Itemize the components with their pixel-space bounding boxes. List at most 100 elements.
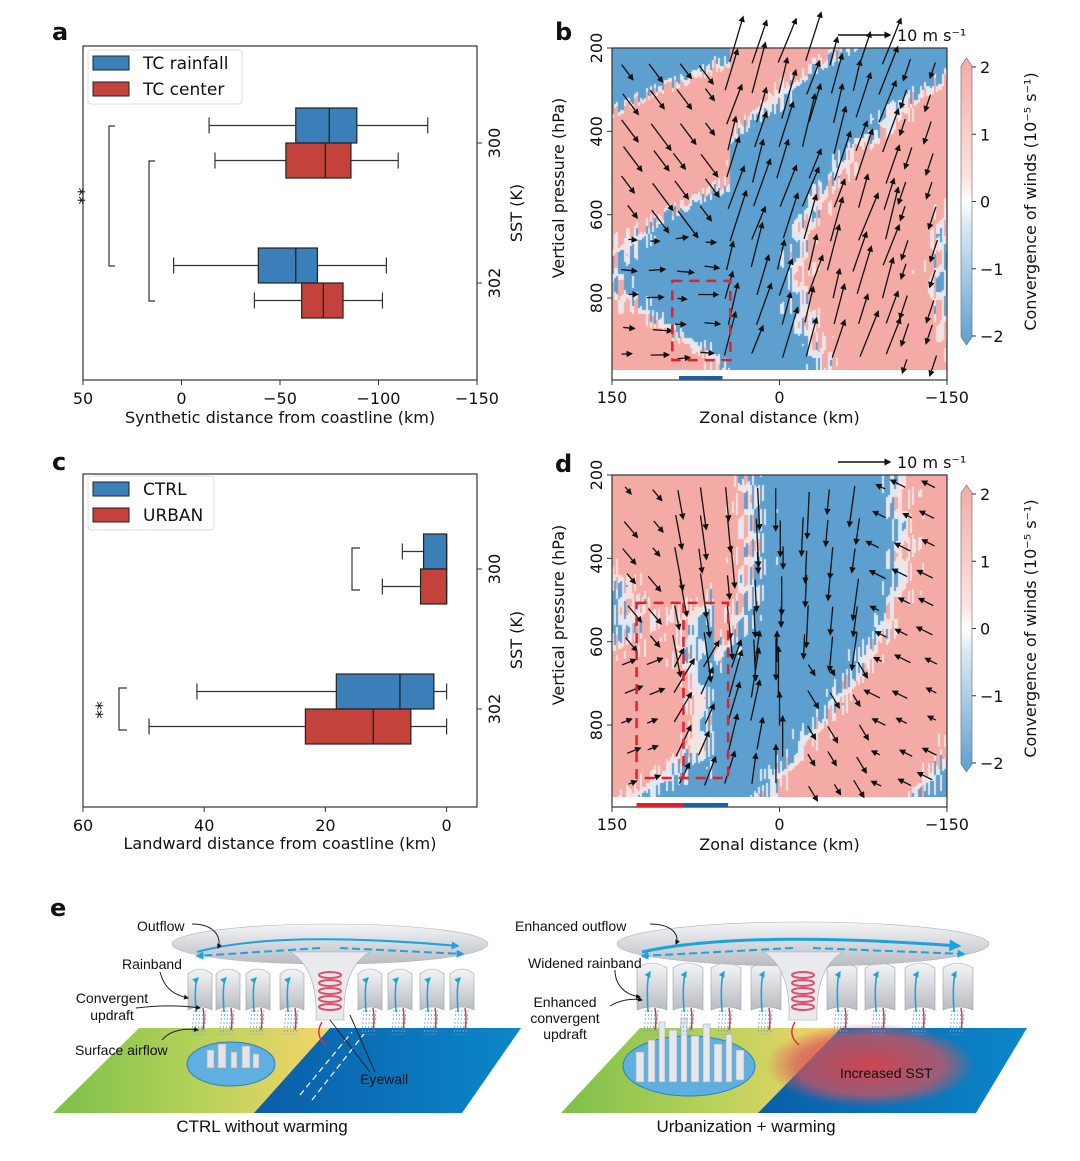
- wind-vector: [627, 605, 643, 623]
- colorbar-tick-label: 2: [980, 58, 990, 77]
- surface-airflow-arrow: [260, 1007, 263, 1031]
- wind-vector: [870, 750, 881, 757]
- wind-vector: [833, 105, 848, 154]
- wind-vector: [921, 539, 935, 547]
- wind-vector: [674, 547, 686, 592]
- urban-label-arrows: [609, 923, 680, 1007]
- wind-vector: [652, 327, 674, 334]
- wind-vector: [891, 690, 908, 700]
- y-tick-label: 800: [587, 710, 606, 741]
- x-tick-label: 0: [176, 389, 186, 408]
- wind-vector: [704, 88, 716, 102]
- x-tick-label: 0: [442, 816, 452, 835]
- wind-vector: [850, 606, 858, 638]
- wind-vector: [855, 120, 869, 152]
- label-surface-airflow: Surface airflow: [75, 1042, 168, 1058]
- wind-vector: [704, 605, 713, 639]
- x-axis-label: Zonal distance (km): [699, 408, 859, 427]
- wind-vector: [822, 519, 830, 548]
- wind-vector: [778, 56, 790, 94]
- wind-vector: [829, 36, 840, 66]
- box: [304, 708, 412, 745]
- wind-vector: [830, 52, 845, 94]
- wind-vector: [756, 487, 763, 531]
- ctrl-storm: [171, 923, 489, 1046]
- ctrl-labels: [135, 923, 376, 1073]
- panel-label-b: b: [555, 18, 572, 46]
- wind-vector: [622, 548, 637, 566]
- eyewall-spiral: [318, 971, 342, 979]
- wind-vector: [646, 657, 664, 666]
- wind-vector: [916, 569, 934, 579]
- wind-vector: [871, 510, 886, 519]
- legend-swatch-blue: [92, 481, 130, 497]
- wind-vector: [726, 136, 741, 178]
- wind-vector: [801, 92, 817, 147]
- legend: CTRL URBAN: [87, 475, 215, 531]
- y-tick-label: 600: [587, 626, 606, 657]
- surface-airflow-arrow: [372, 1007, 375, 1031]
- label-enhanced-updraft: convergent: [530, 1010, 599, 1026]
- wind-vector: [756, 254, 771, 296]
- colorbar-tick-label: 1: [980, 125, 990, 144]
- x-axis-label: Landward distance from coastline (km): [124, 834, 437, 853]
- wind-vector: [855, 71, 873, 118]
- wind-vector: [917, 597, 934, 607]
- wind-vector: [679, 123, 697, 146]
- rainband-cloud: [419, 968, 445, 1011]
- outflow-arrow: [195, 947, 321, 960]
- panel-label-c: c: [52, 448, 66, 476]
- wind-vector: [699, 515, 710, 561]
- surface-bar: [636, 803, 684, 807]
- wind-vector: [801, 166, 820, 207]
- x-tick-label: −150: [925, 388, 969, 407]
- y-axis-label: SST (K): [507, 184, 526, 242]
- significance-bracket: [351, 547, 360, 591]
- wind-vector: [627, 204, 638, 219]
- wind-vector: [751, 609, 759, 639]
- wind-vector: [750, 679, 762, 721]
- rainband-cloud: [636, 962, 668, 1011]
- wind-vector: [751, 205, 767, 240]
- wind-vector: [898, 205, 906, 222]
- wind-vector: [896, 181, 907, 206]
- x-axis-label: Synthetic distance from coastline (km): [125, 408, 435, 427]
- wind-vector: [676, 89, 693, 110]
- wind-vector: [624, 685, 644, 694]
- wind-vector: [724, 487, 732, 522]
- wind-vector: [898, 89, 908, 110]
- box-tc-rainfall-300: [208, 107, 429, 144]
- inflow-arrow: [791, 1021, 800, 1046]
- wind-vector: [698, 548, 705, 574]
- y-axis-label: Vertical pressure (hPa): [549, 525, 568, 706]
- wind-vector: [677, 490, 686, 521]
- significance-bracket: [118, 687, 127, 731]
- wind-vector: [731, 638, 743, 668]
- wind-vector: [925, 687, 937, 694]
- wind-vector: [625, 637, 638, 653]
- wind-vector: [726, 517, 734, 554]
- wind-vector: [858, 293, 870, 324]
- surface-airflow-arrow: [434, 1007, 437, 1031]
- wind-vector: [807, 664, 816, 677]
- label-outflow: Outflow: [137, 918, 185, 934]
- surface-airflow-arrow: [728, 1007, 731, 1031]
- wind-vector: [806, 60, 821, 95]
- wind-vector: [825, 579, 832, 602]
- panel-e-schematic: Outflow Rainband Convergent updraft Surf…: [53, 918, 1027, 1136]
- y-tick-label: 600: [587, 199, 606, 230]
- wind-vector: [622, 146, 643, 173]
- label-rainband: Rainband: [122, 956, 182, 972]
- wind-vector: [781, 68, 798, 119]
- wind-vector: [776, 239, 787, 270]
- y-tick-label: 300: [485, 128, 504, 159]
- x-tick-label: −50: [263, 389, 297, 408]
- y-tick-label: 400: [587, 116, 606, 147]
- surface-airflow-arrow: [690, 1007, 693, 1031]
- wind-vector: [882, 223, 901, 266]
- ctrl-ground: [53, 1028, 521, 1113]
- wind-vector: [675, 514, 685, 551]
- wind-vector: [833, 282, 847, 325]
- updraft-arrow: [912, 970, 919, 1013]
- wind-vector: [677, 210, 699, 239]
